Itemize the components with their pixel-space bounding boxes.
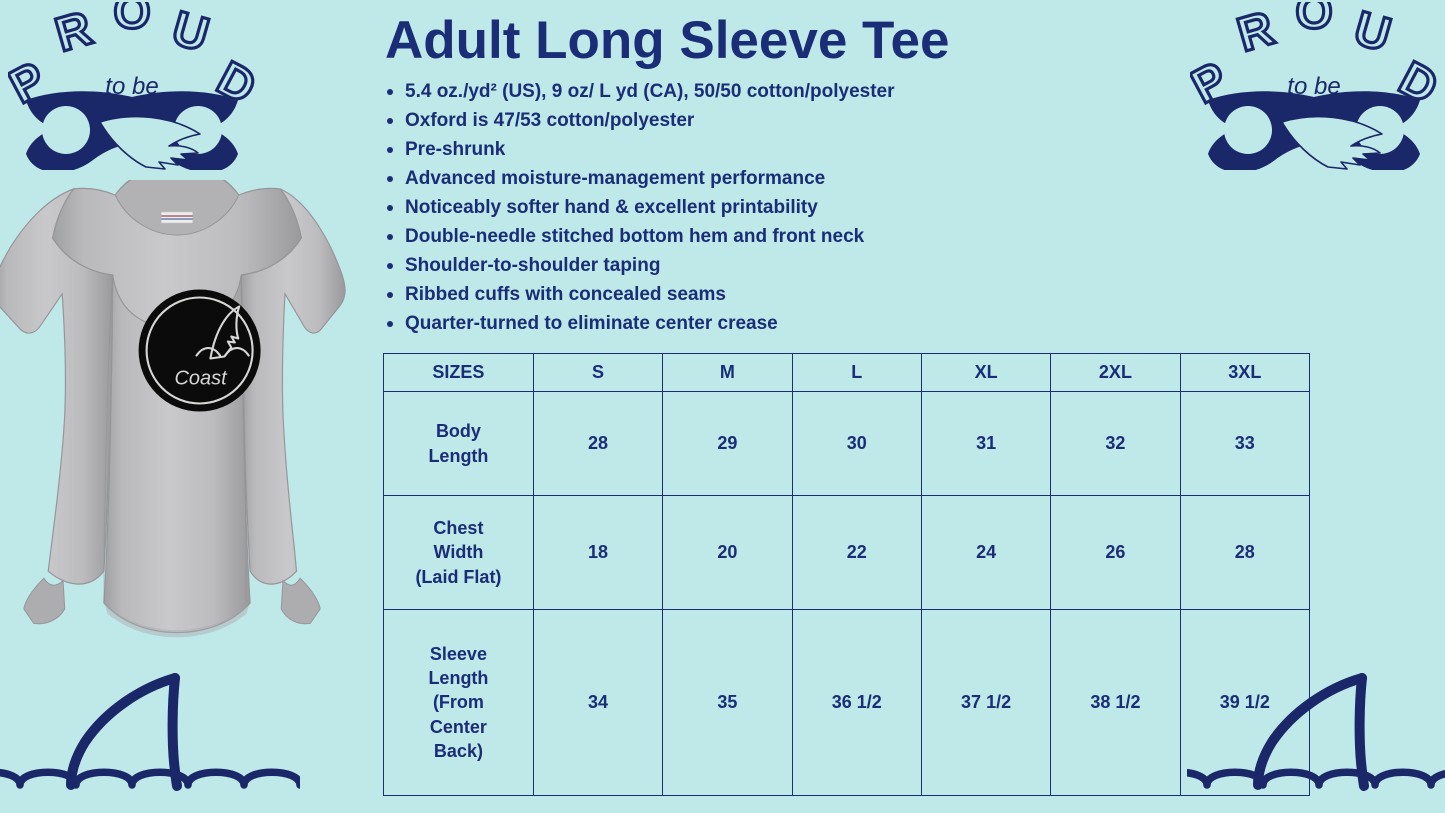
svg-text:U: U bbox=[1348, 2, 1396, 62]
svg-text:U: U bbox=[166, 2, 214, 62]
svg-text:to be: to be bbox=[1287, 73, 1340, 100]
svg-text:Coast: Coast bbox=[174, 368, 228, 390]
svg-text:to be: to be bbox=[105, 73, 158, 100]
svg-text:O: O bbox=[1295, 2, 1332, 39]
svg-text:R: R bbox=[1232, 2, 1280, 62]
svg-text:R: R bbox=[50, 2, 98, 62]
svg-text:O: O bbox=[113, 2, 150, 39]
